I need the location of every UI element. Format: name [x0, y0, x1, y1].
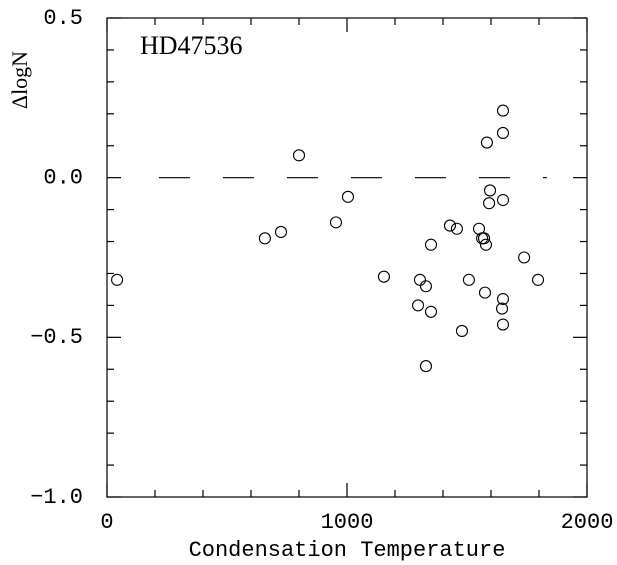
point: [377, 270, 391, 283]
point: [462, 273, 475, 286]
point: [413, 273, 427, 286]
point: [496, 104, 510, 117]
point: [496, 126, 510, 140]
point: [111, 273, 124, 286]
point: [495, 302, 509, 315]
point: [479, 238, 493, 251]
point: [419, 360, 433, 373]
point: [258, 232, 271, 245]
point: [496, 318, 510, 331]
point: [483, 197, 496, 210]
x-axis-label: Condensation Temperature: [189, 538, 506, 563]
point: [477, 232, 491, 245]
point: [443, 219, 457, 232]
x-tick-label: 2000: [561, 510, 614, 535]
y-axis-label: ΔlogN: [7, 51, 32, 109]
point: [455, 324, 469, 337]
point: [531, 273, 545, 286]
y-tick-label: 0.5: [43, 6, 83, 31]
annotation: HD47536: [140, 31, 243, 60]
point: [518, 251, 531, 264]
point: [424, 305, 438, 318]
point: [496, 193, 510, 207]
point: [274, 225, 288, 239]
point: [329, 216, 343, 229]
point: [483, 184, 497, 197]
y-tick-label: 0.0: [43, 165, 83, 190]
point: [341, 190, 355, 203]
y-tick-label: −0.5: [30, 325, 83, 350]
y-tick-label: −1.0: [30, 485, 83, 510]
point: [450, 222, 463, 235]
point: [411, 299, 425, 312]
point: [480, 136, 493, 149]
point: [424, 238, 438, 251]
point: [478, 286, 492, 299]
point: [419, 280, 433, 293]
point: [292, 149, 306, 162]
x-tick-label: 1000: [321, 510, 374, 535]
x-tick-label: 0: [100, 510, 113, 535]
point: [496, 292, 510, 306]
plot-frame: [106, 17, 588, 498]
